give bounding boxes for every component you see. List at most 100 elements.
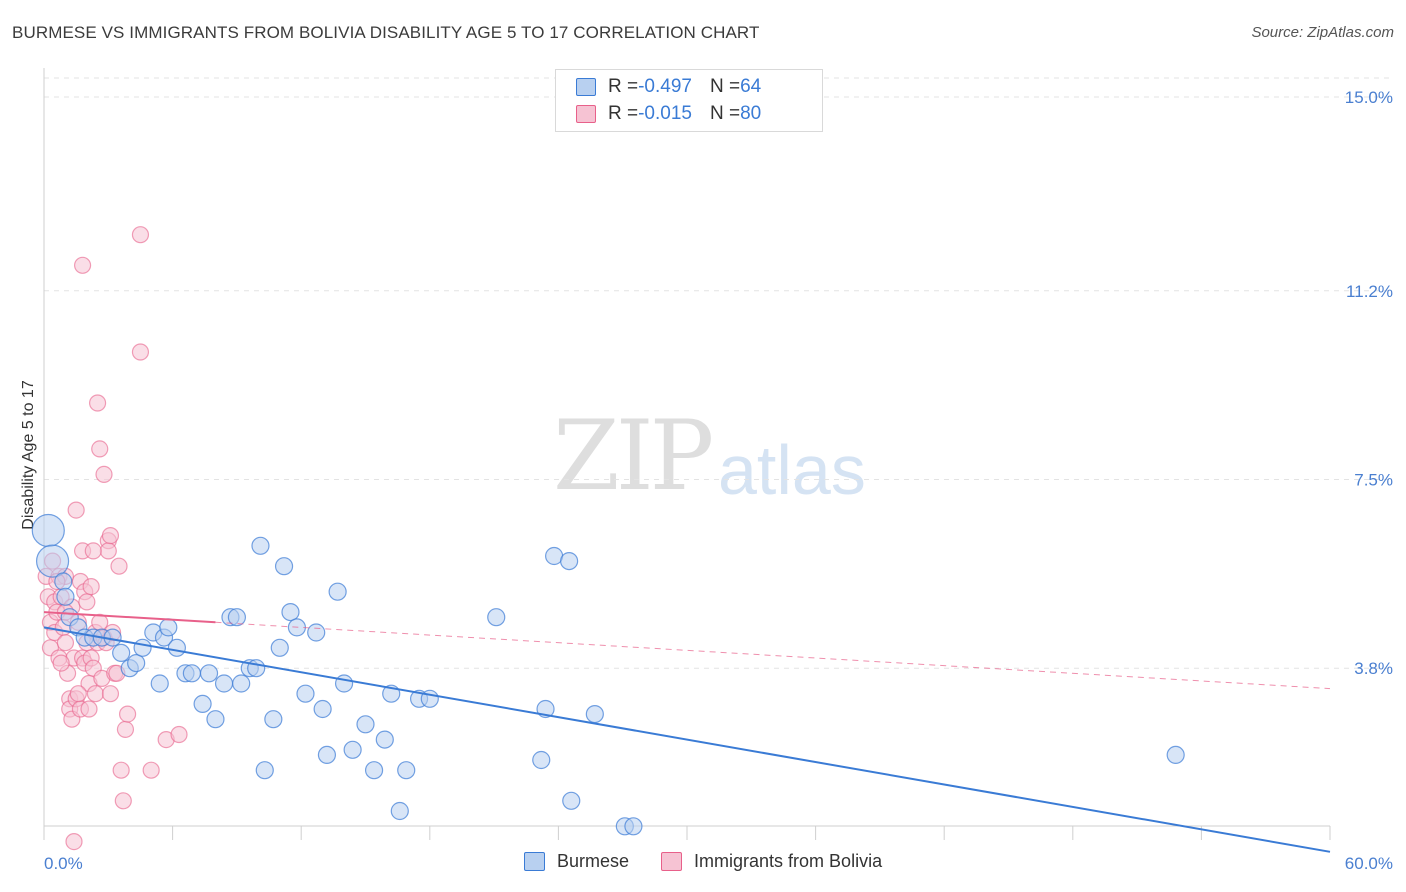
x-tick-label-max: 60.0% — [1345, 854, 1393, 873]
bolivia-point — [80, 700, 98, 718]
bolivia-point — [114, 792, 132, 810]
bolivia-point — [65, 832, 83, 851]
legend-row-bolivia: R = -0.015 N = 80 — [576, 103, 761, 125]
burmese-point — [31, 513, 65, 548]
burmese-trendline — [43, 626, 1331, 853]
bolivia-point — [131, 343, 150, 361]
burmese-point — [150, 674, 169, 693]
burmese-point — [307, 623, 326, 642]
bolivia-point — [142, 761, 160, 779]
bolivia-legend-swatch-icon — [661, 852, 683, 871]
y-tick-label: 15.0% — [1345, 88, 1393, 107]
burmese-point — [112, 643, 131, 663]
bolivia-point — [69, 685, 87, 703]
burmese-point — [532, 750, 551, 770]
burmese-point — [214, 674, 234, 693]
y-axis-title: Disability Age 5 to 17 — [20, 380, 37, 530]
bolivia-n-value: 80 — [740, 103, 762, 124]
bolivia-point — [82, 577, 100, 596]
bolivia-point — [91, 440, 109, 458]
chart-title: BURMESE VS IMMIGRANTS FROM BOLIVIA DISAB… — [12, 23, 760, 42]
y-tick-label: 3.8% — [1354, 659, 1393, 678]
watermark-atlas: atlas — [718, 431, 866, 509]
bolivia-point — [131, 226, 150, 244]
series-legend: Burmese Immigrants from Bolivia — [524, 851, 914, 872]
burmese-swatch-icon — [576, 78, 596, 96]
burmese-point — [206, 710, 225, 729]
burmese-point — [193, 694, 212, 714]
burmese-point — [199, 664, 219, 683]
burmese-point — [232, 674, 251, 693]
burmese-point — [375, 730, 394, 749]
burmese-point — [390, 801, 409, 821]
bolivia-point — [88, 394, 107, 412]
burmese-point — [281, 602, 300, 622]
bolivia-point — [101, 685, 120, 703]
burmese-point — [227, 608, 246, 627]
burmese-point — [317, 745, 337, 765]
burmese-point — [313, 699, 332, 719]
burmese-point — [343, 740, 362, 759]
y-tick-label: 11.2% — [1346, 282, 1393, 301]
burmese-point — [585, 704, 604, 724]
burmese-point — [35, 544, 70, 578]
burmese-point — [251, 536, 270, 555]
bolivia-point — [78, 593, 96, 611]
bolivia-r-value: -0.015 — [638, 103, 692, 124]
burmese-legend-swatch-icon — [524, 852, 545, 871]
burmese-point — [167, 638, 186, 657]
bolivia-r-label: R = — [608, 103, 639, 124]
bolivia-point — [56, 634, 75, 652]
legend-item-bolivia[interactable]: Immigrants from Bolivia — [661, 851, 882, 872]
burmese-point — [1166, 745, 1185, 765]
burmese-point — [334, 674, 354, 693]
bolivia-point — [95, 465, 113, 483]
y-tick-label: 7.5% — [1354, 471, 1393, 490]
bolivia-point — [118, 705, 137, 723]
bolivia-point — [110, 557, 128, 575]
burmese-point — [624, 817, 643, 836]
burmese-point — [356, 715, 375, 734]
burmese-point — [127, 653, 146, 673]
burmese-point — [159, 618, 178, 637]
burmese-n-value: 64 — [740, 76, 762, 97]
legend-label-burmese: Burmese — [557, 851, 630, 871]
burmese-point — [247, 659, 266, 678]
burmese-point — [264, 710, 283, 729]
burmese-point — [56, 587, 75, 606]
bolivia-trendline — [43, 611, 216, 624]
burmese-point — [274, 557, 294, 576]
bolivia-point — [170, 725, 188, 744]
burmese-point — [133, 638, 152, 657]
bolivia-point — [52, 654, 70, 672]
bolivia-point — [112, 761, 130, 779]
burmese-n-label: N = — [709, 76, 741, 97]
bolivia-point — [84, 542, 102, 560]
burmese-point — [562, 791, 581, 810]
bolivia-trendline-extension — [215, 621, 1331, 690]
stats-legend: R = -0.497 N = 64 R = -0.015 N = 80 — [555, 69, 823, 132]
bolivia-point — [116, 720, 135, 739]
burmese-point — [397, 761, 416, 780]
burmese-r-value: -0.497 — [638, 76, 692, 97]
legend-row-burmese: R = -0.497 N = 64 — [576, 76, 761, 98]
x-tick-label-min: 0.0% — [44, 854, 83, 873]
watermark-zip: ZIP — [553, 400, 714, 512]
bolivia-point — [101, 526, 120, 545]
chart-source: Source: ZipAtlas.com — [1251, 24, 1394, 41]
burmese-point — [487, 608, 506, 627]
bolivia-point — [99, 542, 117, 560]
bolivia-point — [86, 685, 105, 703]
bolivia-swatch-icon — [576, 105, 596, 123]
burmese-point — [560, 551, 579, 571]
bolivia-point — [67, 501, 85, 519]
bolivia-point — [73, 256, 92, 274]
burmese-point — [54, 572, 73, 591]
burmese-point — [364, 761, 384, 780]
burmese-point — [182, 664, 201, 683]
burmese-r-label: R = — [608, 76, 639, 97]
burmese-point — [255, 761, 274, 780]
burmese-point — [328, 582, 347, 601]
legend-item-burmese[interactable]: Burmese — [524, 851, 629, 872]
